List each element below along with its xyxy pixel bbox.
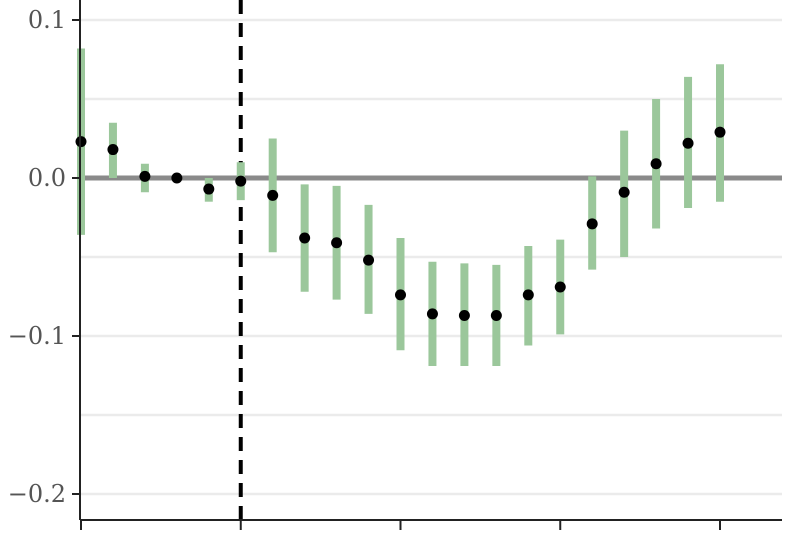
point-estimate — [714, 126, 726, 138]
point-estimate — [554, 281, 566, 293]
point-estimate — [586, 218, 598, 230]
point-estimate — [235, 175, 247, 187]
point-estimate — [203, 183, 215, 195]
point-estimate — [490, 309, 502, 321]
y-tick-label: −0.2 — [8, 480, 66, 508]
point-estimate — [395, 289, 406, 301]
point-estimate — [139, 170, 151, 182]
point-estimate — [299, 232, 311, 244]
y-tick-label: −0.1 — [8, 322, 66, 350]
grid-lines — [80, 18, 782, 496]
point-estimate — [522, 289, 534, 301]
point-estimate — [363, 254, 375, 266]
point-estimate — [650, 158, 662, 170]
axes — [72, 0, 782, 530]
y-tick-label: 0.1 — [28, 6, 66, 34]
point-estimate — [107, 144, 119, 156]
point-estimate — [267, 189, 279, 201]
point-estimate — [458, 309, 470, 321]
y-axis-tick-labels: 0.1 0.0 −0.1 −0.2 — [8, 6, 66, 508]
point-estimate — [171, 172, 183, 184]
point-estimate — [682, 137, 694, 149]
point-estimate — [618, 186, 630, 198]
point-estimate — [426, 308, 438, 320]
confidence-intervals — [77, 48, 724, 367]
point-estimate — [331, 237, 343, 249]
y-tick-label: 0.0 — [28, 164, 66, 192]
point-estimates — [75, 126, 726, 321]
